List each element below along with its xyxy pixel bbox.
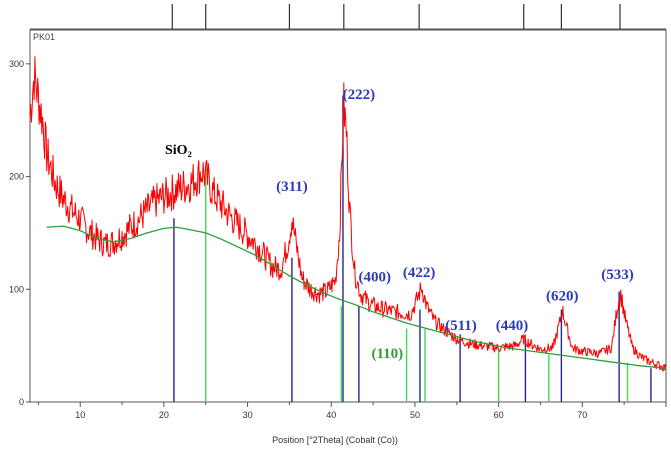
x-tick-label: 50 [410,410,420,420]
hkl-label: (511) [445,318,477,334]
y-tick-label: 300 [9,59,24,69]
y-tick-label: 200 [9,172,24,182]
y-tick-label: 0 [19,397,24,407]
x-tick-label: 70 [577,410,587,420]
x-tick-label: 60 [494,410,504,420]
plot-frame [29,29,667,403]
x-tick-label: 40 [326,410,336,420]
hkl-label: (222) [343,87,376,103]
hkl-label: (620) [546,289,579,305]
panel-label: PK01 [33,32,55,42]
x-axis: 10 20 30 40 50 60 70 [37,402,667,420]
hkl-label: (422) [403,265,436,281]
hkl-label: (533) [601,267,634,283]
hkl-label: (311) [276,179,308,195]
x-tick-label: 20 [159,410,169,420]
hkl-label: (440) [496,318,529,334]
x-tick-label: 10 [75,410,85,420]
y-axis: 0 100 200 300 [9,59,30,407]
background-fit-line [46,225,667,369]
annotation-labels: (311) (222) (400) (422) (110) (511) (440) (620)… [276,87,634,362]
series-group [29,56,667,372]
measured-pattern-line [29,56,666,372]
reference-marker-strip [30,4,666,30]
hkl-label: (400) [359,269,392,285]
hkl-label: (110) [371,346,403,362]
y-tick-label: 100 [9,284,24,294]
x-tick-label: 30 [243,410,253,420]
phase-label: SiO₂ [165,143,192,158]
x-axis-title: Position [°2Theta] (Cobalt (Co)) [272,435,398,445]
